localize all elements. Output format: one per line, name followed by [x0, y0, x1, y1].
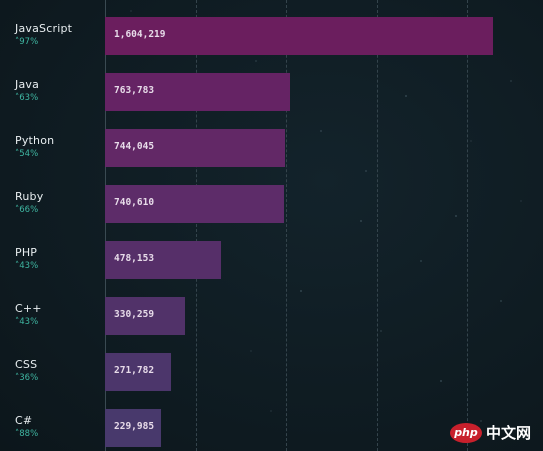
growth-percentage: ˄88% — [15, 429, 39, 439]
background-star — [405, 95, 407, 97]
background-star — [380, 330, 382, 332]
background-star — [500, 300, 502, 302]
background-star — [360, 220, 362, 222]
background-star — [250, 350, 252, 352]
category-label: CSS ˄36% — [15, 358, 38, 384]
background-star — [440, 380, 442, 382]
language-name: Java — [15, 78, 40, 91]
background-star — [510, 80, 512, 82]
category-label: Python ˄54% — [15, 134, 54, 160]
category-label: Ruby ˄66% — [15, 190, 43, 216]
bar[interactable]: 763,783 — [105, 73, 290, 111]
background-star — [130, 10, 132, 12]
background-star — [255, 60, 257, 62]
language-name: Ruby — [15, 190, 44, 203]
language-name: C# — [15, 414, 33, 427]
background-star — [365, 170, 367, 172]
language-name: C++ — [15, 302, 42, 315]
watermark: php 中文网 — [449, 422, 531, 443]
growth-percentage: ˄43% — [15, 261, 39, 271]
category-label: C++ ˄43% — [15, 302, 42, 328]
bar[interactable]: 740,610 — [105, 185, 284, 223]
background-star — [320, 130, 322, 132]
vertical-gridline — [196, 0, 197, 451]
bar[interactable]: 478,153 — [105, 241, 221, 279]
bar[interactable]: 744,045 — [105, 129, 285, 167]
background-star — [455, 215, 457, 217]
bar-value-label: 763,783 — [114, 85, 155, 96]
bar-value-label: 1,604,219 — [114, 29, 166, 40]
category-label: JavaScript ˄97% — [15, 22, 72, 48]
bar-value-label: 229,985 — [114, 421, 155, 432]
growth-percentage: ˄97% — [15, 37, 39, 47]
category-label: Java ˄63% — [15, 78, 39, 104]
background-star — [480, 420, 482, 422]
bar-value-label: 330,259 — [114, 309, 155, 320]
growth-percentage: ˄54% — [15, 149, 39, 159]
vertical-gridline — [377, 0, 378, 451]
watermark-logo: php — [449, 422, 482, 443]
language-name: PHP — [15, 246, 38, 259]
category-label: C# ˄88% — [15, 414, 38, 440]
language-name: JavaScript — [15, 22, 73, 35]
background-star — [470, 140, 472, 142]
category-label: PHP ˄43% — [15, 246, 38, 272]
growth-percentage: ˄36% — [15, 373, 39, 383]
background-star — [520, 200, 522, 202]
growth-percentage: ˄43% — [15, 317, 39, 327]
bar-value-label: 744,045 — [114, 141, 155, 152]
bar[interactable]: 1,604,219 — [105, 17, 493, 55]
bar-value-label: 478,153 — [114, 253, 155, 264]
background-star — [300, 290, 302, 292]
growth-percentage: ˄63% — [15, 93, 39, 103]
axis-baseline — [105, 0, 106, 451]
bar-value-label: 740,610 — [114, 197, 155, 208]
bar-value-label: 271,782 — [114, 365, 155, 376]
watermark-text: 中文网 — [485, 424, 531, 442]
bar[interactable]: 271,782 — [105, 353, 171, 391]
vertical-gridline — [286, 0, 287, 451]
bar[interactable]: 330,259 — [105, 297, 185, 335]
background-star — [270, 410, 272, 412]
background-star — [420, 260, 422, 262]
language-name: Python — [15, 134, 55, 147]
growth-percentage: ˄66% — [15, 205, 39, 215]
language-name: CSS — [15, 358, 38, 371]
vertical-gridline — [467, 0, 468, 451]
bar[interactable]: 229,985 — [105, 409, 161, 447]
